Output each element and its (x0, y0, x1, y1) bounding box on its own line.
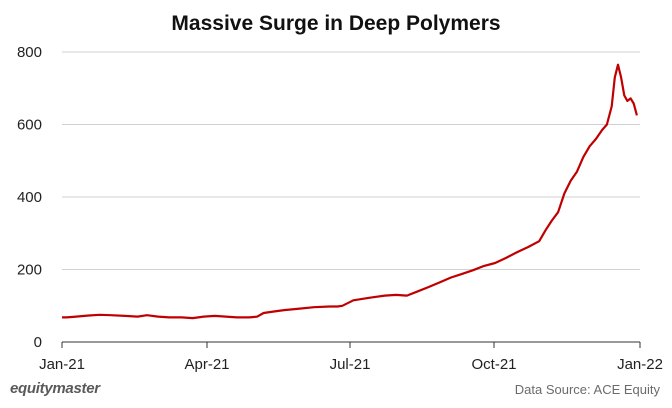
y-tick-label: 800 (17, 44, 42, 61)
data-source-note: Data Source: ACE Equity (514, 382, 660, 397)
chart-title: Massive Surge in Deep Polymers (171, 12, 501, 35)
gridlines (62, 51, 640, 270)
x-tick-label: Jan-22 (617, 356, 663, 373)
y-tick-label: 200 (17, 262, 42, 279)
x-tick-label: Apr-21 (184, 356, 229, 373)
x-tick-label: Jul-21 (330, 356, 371, 373)
y-tick-label: 0 (34, 334, 42, 351)
x-tick-label: Oct-21 (471, 356, 516, 373)
x-axis-tick-labels: Jan-21 Apr-21 Jul-21 Oct-21 Jan-22 (39, 342, 663, 373)
y-axis-tick-labels: 0 200 400 600 800 (17, 44, 42, 351)
price-series-line (62, 63, 638, 320)
y-tick-label: 600 (17, 117, 42, 134)
equitymaster-logo: equitymaster (10, 380, 100, 397)
y-tick-label: 400 (17, 189, 42, 206)
x-tick-label: Jan-21 (39, 356, 85, 373)
